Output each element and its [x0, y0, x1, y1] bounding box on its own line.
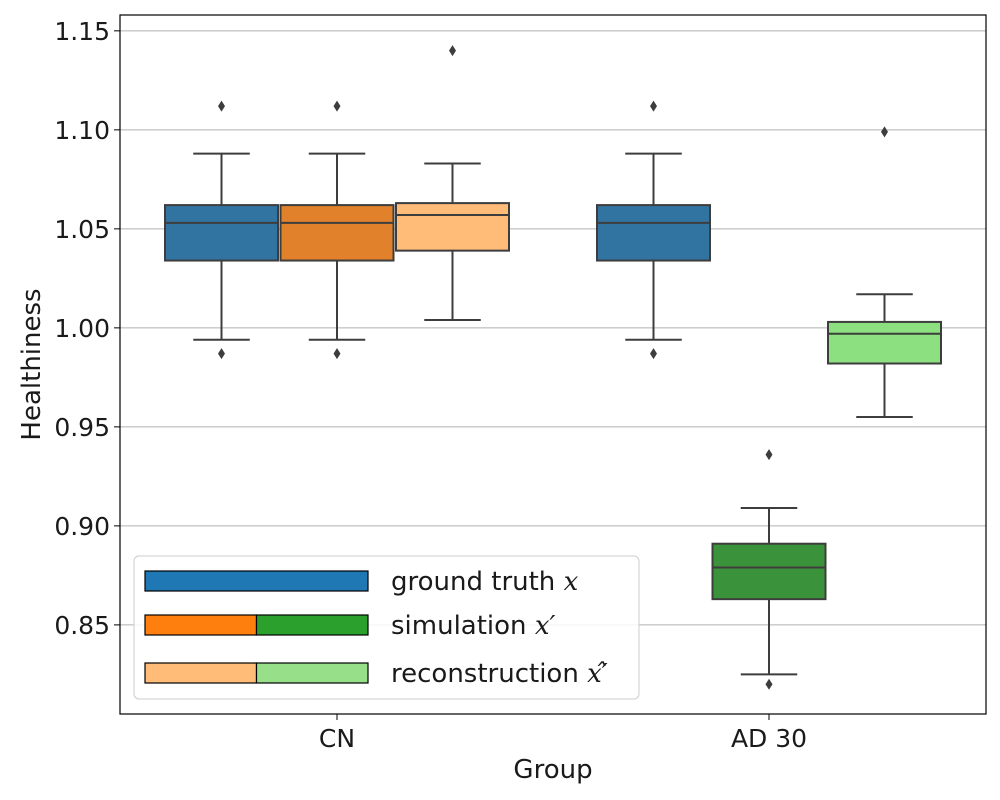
outlier-point	[650, 100, 657, 112]
legend-swatch	[144, 662, 258, 684]
legend-swatch	[255, 614, 369, 636]
legend-swatch	[144, 570, 369, 592]
box-ad-30-reconstruction	[827, 126, 942, 418]
y-axis: 0.85 0.90 0.95 1.00 1.05 1.10 1.15	[54, 17, 120, 640]
x-tick-label: CN	[319, 724, 355, 753]
outlier-point	[449, 45, 456, 57]
outlier-point	[765, 449, 773, 461]
legend-item: reconstruction x′̂	[144, 659, 608, 689]
y-tick-label: 0.90	[54, 512, 110, 541]
y-tick-label: 1.15	[54, 17, 110, 46]
y-tick-label: 1.05	[54, 215, 110, 244]
box-iqr	[164, 204, 279, 262]
outlier-point	[218, 348, 225, 360]
y-tick-label: 0.85	[54, 611, 110, 640]
y-tick-label: 0.95	[54, 413, 110, 442]
outlier-point	[218, 100, 225, 112]
y-tick-label: 1.00	[54, 314, 110, 343]
x-axis-title: Group	[513, 755, 592, 785]
y-axis-title: Healthiness	[17, 288, 47, 440]
outlier-point	[765, 678, 773, 690]
legend-symbol: x′̂	[587, 659, 608, 689]
legend-label: ground truth x	[391, 567, 579, 597]
legend-swatch	[255, 662, 369, 684]
outlier-point	[333, 100, 341, 112]
outlier-point	[333, 348, 341, 360]
box-iqr	[279, 204, 395, 262]
legend-item: ground truth x	[144, 567, 579, 597]
plot-frame	[119, 14, 987, 715]
y-tick-label: 1.10	[54, 116, 110, 145]
box-ad-30-simulation	[711, 449, 827, 690]
box-ad-30-ground-truth	[596, 100, 711, 360]
box-iqr	[596, 204, 711, 262]
box-cn-simulation	[279, 100, 395, 360]
outlier-point	[650, 348, 657, 360]
box-iqr	[395, 202, 510, 252]
x-tick-label: AD 30	[731, 724, 807, 753]
box-iqr	[711, 542, 827, 601]
legend-symbol: x′	[535, 611, 556, 641]
box-iqr	[827, 320, 942, 365]
legend-swatch	[144, 614, 258, 636]
legend: ground truth x simulation x′ reconstructio…	[133, 555, 640, 700]
legend-label: reconstruction x′̂	[391, 659, 608, 689]
legend-label: simulation x′	[391, 611, 555, 641]
box-cn-reconstruction	[395, 45, 510, 321]
box-series	[164, 45, 942, 690]
x-axis: CN AD 30	[319, 714, 807, 753]
legend-symbol: x	[564, 567, 579, 597]
box-cn-ground-truth	[164, 100, 279, 360]
outlier-point	[881, 126, 888, 138]
legend-item: simulation x′	[144, 611, 555, 641]
